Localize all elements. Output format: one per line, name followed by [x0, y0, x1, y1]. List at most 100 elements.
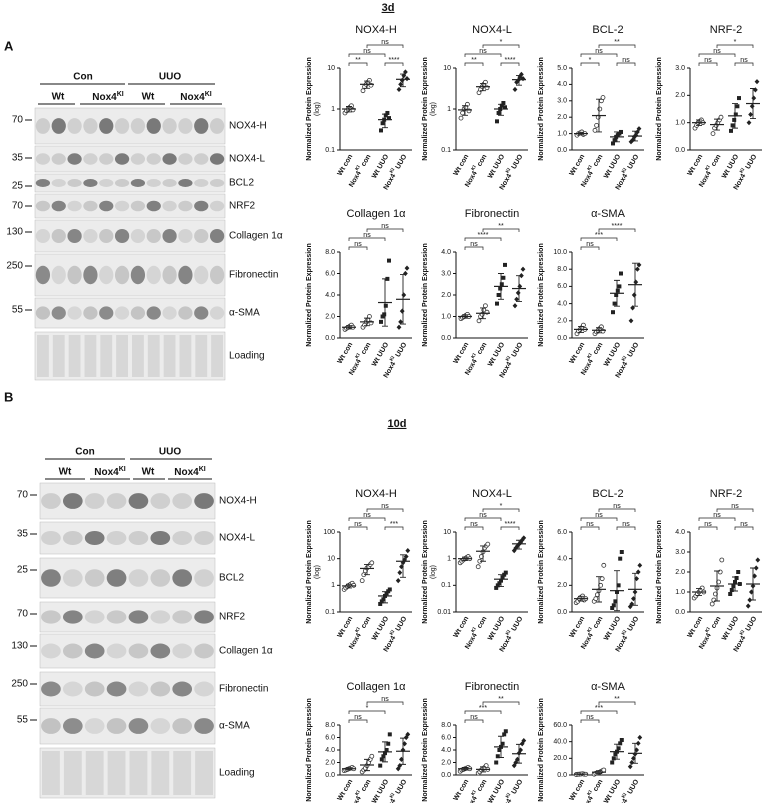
sd-bar: [382, 113, 388, 129]
sig-bracket: [598, 228, 636, 232]
blot-band: [114, 228, 130, 244]
blot-band: [162, 153, 177, 165]
sd-bar: [596, 576, 602, 603]
blot-band: [41, 681, 61, 697]
blot-band: [209, 200, 225, 212]
sig-bracket: [500, 62, 520, 66]
sig-label: ns: [713, 512, 721, 519]
x-tick-label-text: Nox4: [733, 173, 748, 191]
sd-bar: [400, 737, 406, 765]
blot-band: [178, 265, 193, 285]
sig-label: ns: [613, 503, 621, 510]
chart-title: Fibronectin: [465, 208, 519, 220]
sig-bracket: [348, 526, 368, 530]
blot-strip: [34, 297, 226, 329]
sig-bracket: [500, 526, 520, 530]
blot-band: [172, 569, 193, 587]
x-tick-label: Wt UUO: [603, 153, 623, 180]
chart-title: BCL-2: [592, 24, 623, 36]
y-tick-label: 8.0: [325, 722, 335, 729]
data-point: [601, 562, 607, 568]
subgroup-label: Wt: [59, 467, 72, 478]
sig-label: ns: [470, 714, 478, 721]
blot-band: [84, 643, 105, 659]
data-point: [730, 123, 735, 128]
data-point: [380, 314, 385, 319]
x-tick-label-text: Nox4: [348, 632, 363, 650]
x-tick-label: Wt UUO: [487, 615, 507, 642]
data-point: [387, 587, 392, 592]
data-point: [619, 738, 624, 742]
x-tick-label: Wt UUO: [721, 153, 741, 180]
chart-title: NRF-2: [710, 24, 742, 36]
sig-bracket: [580, 710, 618, 714]
data-point: [495, 119, 499, 124]
data-point: [502, 572, 507, 577]
sd-bar: [462, 767, 468, 771]
group-label: UUO: [159, 447, 181, 458]
x-tick-label-tail: con: [475, 615, 488, 631]
chart-title: NOX4-L: [472, 24, 512, 36]
blot-band: [99, 228, 114, 244]
x-tick-label-tail: con: [591, 615, 604, 631]
sd-bar: [346, 106, 352, 113]
sig-label: ns: [586, 521, 594, 528]
y-tick-label: 0.0: [557, 772, 567, 779]
x-tick-label: Wt con: [453, 153, 471, 177]
x-tick-label: Wt UUO: [603, 341, 623, 368]
y-tick-label: 6.0: [557, 283, 567, 290]
mw-label: 70: [12, 115, 24, 126]
sig-bracket: [580, 237, 618, 241]
blot-name: BCL2: [229, 178, 254, 189]
blot-band: [106, 681, 127, 697]
x-tick-label-sup: KI: [586, 352, 594, 360]
x-tick-label-text: Nox4: [499, 635, 514, 653]
data-point: [729, 128, 733, 133]
sd-bar: [714, 118, 720, 131]
data-point: [384, 748, 389, 752]
blot-band: [209, 228, 225, 244]
data-point: [500, 575, 505, 580]
x-tick-label: Wt UUO: [487, 778, 507, 803]
subgroup-label-sup: KI: [199, 466, 206, 473]
mw-label: 70: [17, 490, 29, 501]
x-tick-label-text: Nox4: [464, 170, 479, 188]
sig-bracket: [616, 526, 636, 530]
data-point: [383, 303, 388, 308]
blot-band: [162, 179, 177, 187]
data-point: [599, 576, 605, 582]
data-point: [710, 131, 716, 137]
blot-band: [150, 681, 171, 697]
sd-bar: [516, 74, 522, 86]
data-point: [610, 760, 615, 765]
sig-bracket: [464, 53, 502, 57]
blot-band: [106, 610, 127, 624]
x-tick-label-text: Nox4: [348, 358, 363, 376]
blot-band: [194, 530, 214, 546]
data-point: [399, 308, 405, 314]
blot-band: [51, 179, 66, 187]
data-point: [405, 548, 411, 554]
x-tick-label-tail: con: [359, 341, 372, 357]
data-point: [619, 550, 624, 554]
sig-bracket: [580, 526, 600, 530]
data-point: [755, 557, 761, 563]
sig-label: ns: [381, 503, 389, 510]
blot-band: [128, 569, 149, 587]
y-tick-label: 6.0: [325, 734, 335, 741]
y-tick-label: 0.0: [325, 335, 335, 342]
data-point: [631, 292, 637, 298]
subgroup-label-text: Nox4: [180, 92, 205, 103]
mw-label: 35: [17, 529, 29, 540]
sig-label: ns: [381, 39, 389, 46]
y-tick-label: 10.0: [553, 249, 567, 256]
sd-bar: [498, 273, 504, 300]
y-tick-label: 20.0: [553, 755, 567, 762]
data-point: [476, 318, 482, 324]
blot-name: NOX4-H: [219, 496, 257, 507]
sd-bar: [462, 314, 468, 319]
blot-band: [35, 306, 51, 320]
x-tick-label-sup: KI: [505, 167, 513, 175]
y-axis-label: Normalized Protein Expression: [306, 243, 313, 346]
sig-label: ns: [740, 57, 748, 64]
